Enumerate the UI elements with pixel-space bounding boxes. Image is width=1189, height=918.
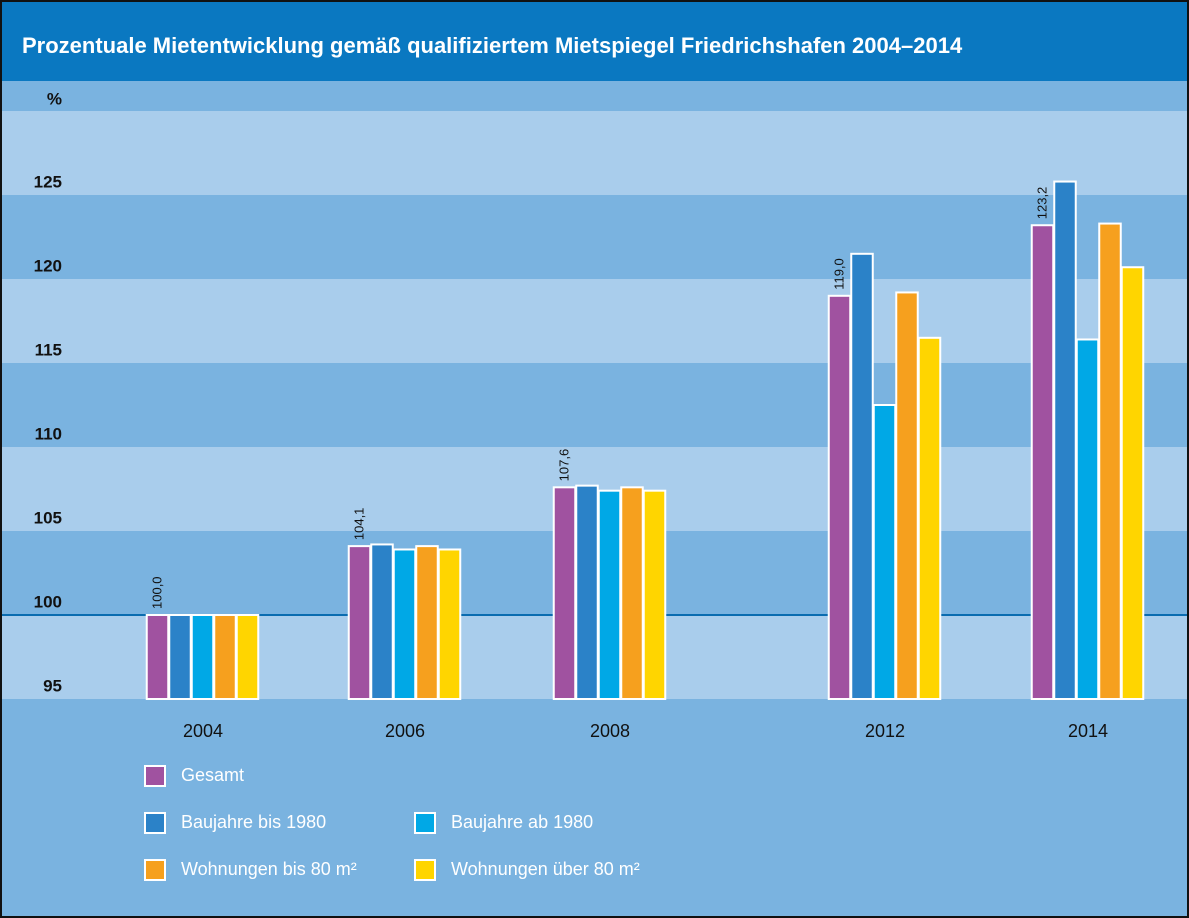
bar [642, 489, 667, 700]
y-tick-label: 120 [34, 256, 62, 275]
title-bar [1, 1, 1188, 81]
value-label: 119,0 [831, 258, 846, 290]
y-axis-label: % [47, 89, 62, 108]
bar [895, 291, 919, 700]
bar [552, 486, 577, 700]
bar [235, 614, 260, 700]
bar [213, 614, 237, 700]
legend-swatch [414, 812, 436, 834]
bar [1098, 222, 1122, 700]
y-tick-label: 110 [35, 424, 62, 443]
legend-swatch [414, 859, 436, 881]
value-label: 123,2 [1034, 187, 1049, 220]
x-tick-label: 2012 [865, 721, 905, 741]
x-tick-label: 2004 [183, 721, 223, 741]
y-tick-label: 115 [35, 340, 62, 359]
bar [1030, 224, 1055, 701]
legend-label: Gesamt [181, 765, 244, 785]
band [2, 111, 1187, 195]
bar [850, 252, 874, 701]
x-tick-label: 2014 [1068, 721, 1108, 741]
bar [1053, 180, 1077, 700]
bar [1075, 338, 1100, 700]
bar [575, 484, 599, 701]
bar [415, 545, 439, 700]
value-label: 100,0 [149, 576, 164, 609]
bar [168, 614, 192, 700]
bar [437, 548, 462, 700]
bar [917, 336, 942, 700]
value-label: 104,1 [351, 508, 366, 541]
y-tick-label: 105 [34, 508, 62, 527]
bar [145, 614, 170, 700]
y-tick-label: 125 [34, 172, 62, 191]
legend-swatch [144, 859, 166, 881]
bar [620, 486, 644, 700]
bar [392, 548, 417, 700]
x-tick-label: 2008 [590, 721, 630, 741]
y-tick-label: 100 [34, 592, 62, 611]
legend-label: Wohnungen bis 80 m² [181, 859, 357, 879]
bar [347, 545, 372, 700]
bar [1120, 266, 1145, 700]
bar [872, 404, 897, 700]
y-tick-label: 95 [43, 676, 62, 695]
legend-swatch [144, 812, 166, 834]
band [2, 279, 1187, 363]
legend-swatch [144, 765, 166, 787]
bar [370, 543, 394, 700]
legend-label: Baujahre ab 1980 [451, 812, 593, 832]
bar [827, 294, 852, 700]
chart-title: Prozentuale Mietentwicklung gemäß qualif… [22, 33, 963, 58]
bar [597, 489, 622, 700]
legend-label: Baujahre bis 1980 [181, 812, 326, 832]
value-label: 107,6 [556, 449, 571, 482]
x-tick-label: 2006 [385, 721, 425, 741]
legend-label: Wohnungen über 80 m² [451, 859, 640, 879]
bar [190, 614, 215, 700]
